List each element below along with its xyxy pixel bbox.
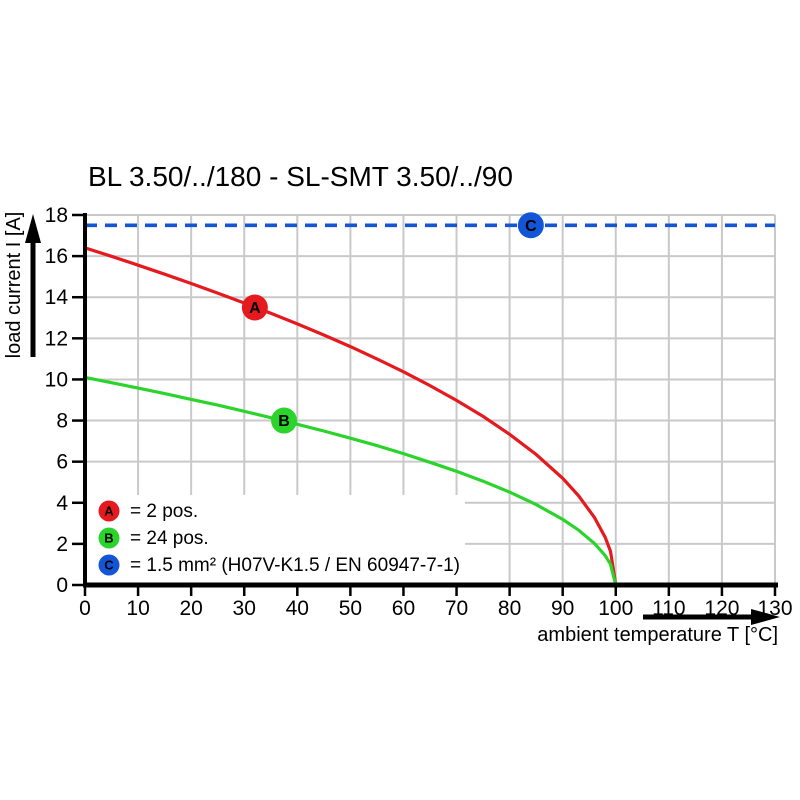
y-tick-label: 4 [56,492,68,515]
marker-layer: A B C [241,212,544,434]
y-axis-title: load current I [A] [3,212,25,359]
y-tick-label: 6 [56,451,68,474]
curve-marker-c [517,212,544,239]
legend-marker-letter: B [104,531,113,546]
legend-marker-letter: A [104,504,114,519]
x-axis-title: ambient temperature T [°C] [537,624,778,646]
legend-marker-a [98,500,120,522]
curve-layer [84,223,775,586]
curve-marker-letter: A [249,300,261,317]
curve-marker-a [241,294,268,321]
y-tick-label: 2 [56,533,68,556]
legend-text-a: = 2 pos. [130,501,198,522]
y-tick-label: 14 [45,286,69,309]
x-tick-label: 10 [126,597,149,620]
legend-marker-letter: C [104,558,114,573]
curve-marker-b [271,407,298,434]
x-tick-label: 50 [339,597,362,620]
legend-backdrop [87,495,465,583]
x-tick-label: 80 [498,597,521,620]
y-axis-arrow-icon [25,214,41,357]
legend-layer: A = 2 pos. B = 24 pos. C = 1.5 mm² (H07V-K1.5… [98,500,460,576]
x-tick-label: 110 [652,597,685,620]
legend-text-c: = 1.5 mm² (H07V-K1.5 / EN 60947-7-1) [130,555,460,576]
x-tick-label: 20 [179,597,202,620]
y-tick-label: 0 [56,574,68,597]
legend-backdrop-layer [87,495,465,583]
legend-marker-c [98,554,120,576]
x-tick-label: 100 [598,597,633,620]
curve-marker-letter: C [525,218,537,235]
curve-a [84,246,618,586]
x-axis-arrow-icon [643,609,780,625]
curve-b [84,375,618,586]
curve-marker-letter: B [278,413,290,430]
legend-marker-b [98,527,120,549]
y-tick-label: 16 [45,245,68,268]
x-tick-label: 120 [704,597,739,620]
chart-title: BL 3.50/../180 - SL-SMT 3.50/../90 [88,161,513,192]
x-tick-label: 70 [445,597,468,620]
y-tick-label: 10 [45,368,68,391]
y-tick-label: 18 [45,204,68,227]
x-tick-label: 40 [286,597,309,620]
y-tick-label: 8 [56,410,68,433]
x-tick-label: 30 [233,597,256,620]
x-tick-label: 0 [79,597,91,620]
legend-text-b: = 24 pos. [130,528,209,549]
x-tick-label: 90 [551,597,574,620]
y-tick-label: 12 [45,327,68,350]
x-tick-label: 60 [392,597,415,620]
